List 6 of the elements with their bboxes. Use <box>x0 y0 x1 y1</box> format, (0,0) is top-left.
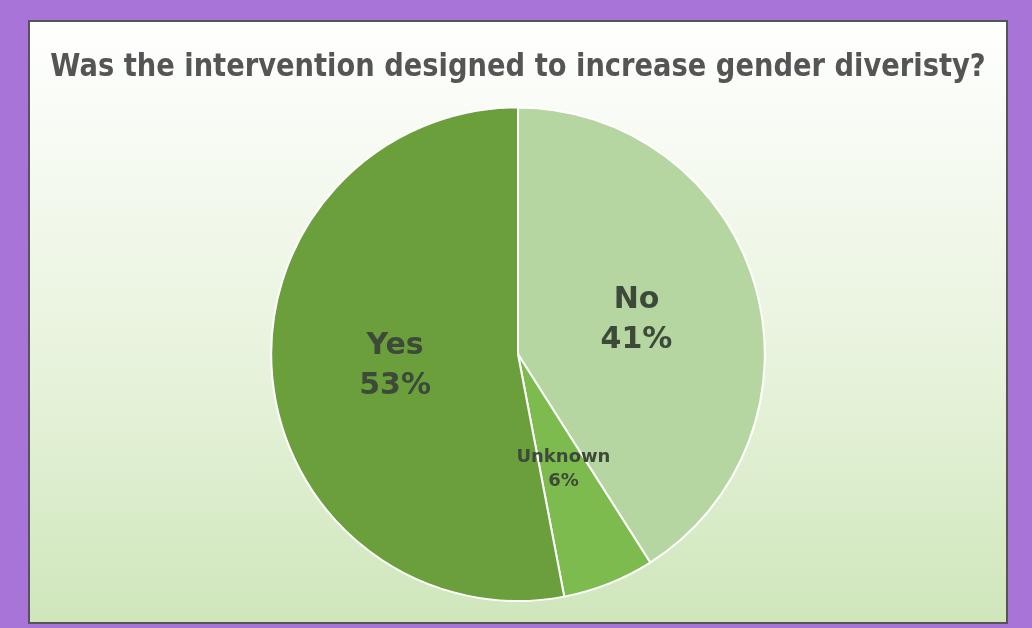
chart-title: Was the intervention designed to increase gender diveristy? <box>50 45 986 84</box>
slice-label: Yes <box>365 325 424 361</box>
data-label: 53% <box>359 365 432 401</box>
slice-label: No <box>613 279 660 315</box>
data-label: 41% <box>600 319 673 355</box>
data-label: 6% <box>548 468 579 490</box>
